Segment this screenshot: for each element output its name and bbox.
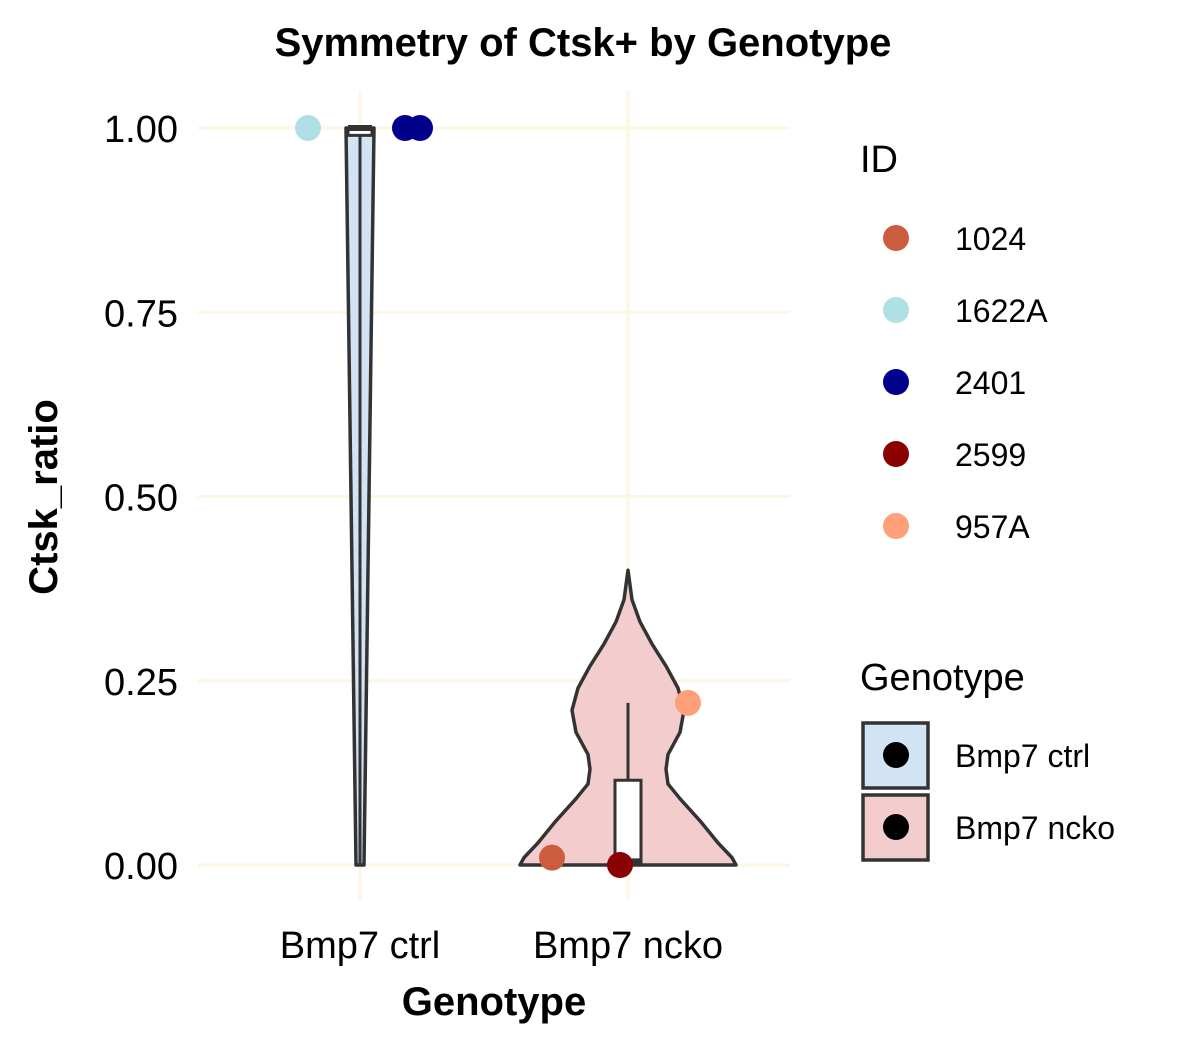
x-axis-ticks: Bmp7 ctrl Bmp7 ncko xyxy=(280,925,723,967)
legend-id-key-2599 xyxy=(883,441,909,467)
legend-id-key-1024 xyxy=(883,225,909,251)
legend-id-title: ID xyxy=(860,139,898,181)
legend-genotype-label-bmp7-ctrl: Bmp7 ctrl xyxy=(955,738,1090,774)
legend-genotype-label-bmp7-ncko: Bmp7 ncko xyxy=(955,810,1115,846)
y-tick-label-1: 0.25 xyxy=(104,662,178,704)
y-axis-ticks: 0.00 0.25 0.50 0.75 1.00 xyxy=(104,109,178,888)
legend-genotype-title: Genotype xyxy=(860,657,1025,699)
legend-id-key-1622A xyxy=(883,297,909,323)
legend-id-key-2401 xyxy=(883,369,909,395)
legend-id-label-1024: 1024 xyxy=(955,221,1026,257)
x-tick-label-1: Bmp7 ncko xyxy=(533,925,723,967)
legend-id-key-957A xyxy=(883,513,909,539)
point-1622A xyxy=(295,115,321,141)
y-tick-label-3: 0.75 xyxy=(104,293,178,335)
legend-genotype: Genotype Bmp7 ctrl Bmp7 ncko xyxy=(860,657,1115,862)
x-tick-label-0: Bmp7 ctrl xyxy=(280,925,440,967)
legend-id-label-1622A: 1622A xyxy=(955,293,1048,329)
legend-id: ID 1024 1622A 2401 2599 957A xyxy=(860,139,1048,545)
box-bmp7-ncko xyxy=(613,778,643,867)
point-2401 xyxy=(407,115,433,141)
y-tick-label-4: 1.00 xyxy=(104,109,178,151)
legend-genotype-dot-bmp7-ctrl xyxy=(883,742,909,768)
y-tick-label-0: 0.00 xyxy=(104,846,178,888)
boxplots xyxy=(346,125,643,867)
legend-id-label-2599: 2599 xyxy=(955,437,1026,473)
point-1024 xyxy=(539,844,565,871)
point-2599 xyxy=(607,852,633,878)
legend-id-label-957A: 957A xyxy=(955,509,1030,545)
legend-genotype-key-bmp7-ctrl xyxy=(861,721,930,790)
x-axis-title: Genotype xyxy=(402,980,586,1024)
y-tick-label-2: 0.50 xyxy=(104,478,178,520)
chart-title: Symmetry of Ctsk+ by Genotype xyxy=(275,21,892,65)
legend-genotype-dot-bmp7-ncko xyxy=(883,814,909,840)
grid-lines xyxy=(198,90,790,900)
legend-id-label-2401: 2401 xyxy=(955,365,1026,401)
point-957A xyxy=(675,689,701,716)
y-axis-title: Ctsk_ratio xyxy=(22,399,66,595)
data-points xyxy=(295,115,701,878)
